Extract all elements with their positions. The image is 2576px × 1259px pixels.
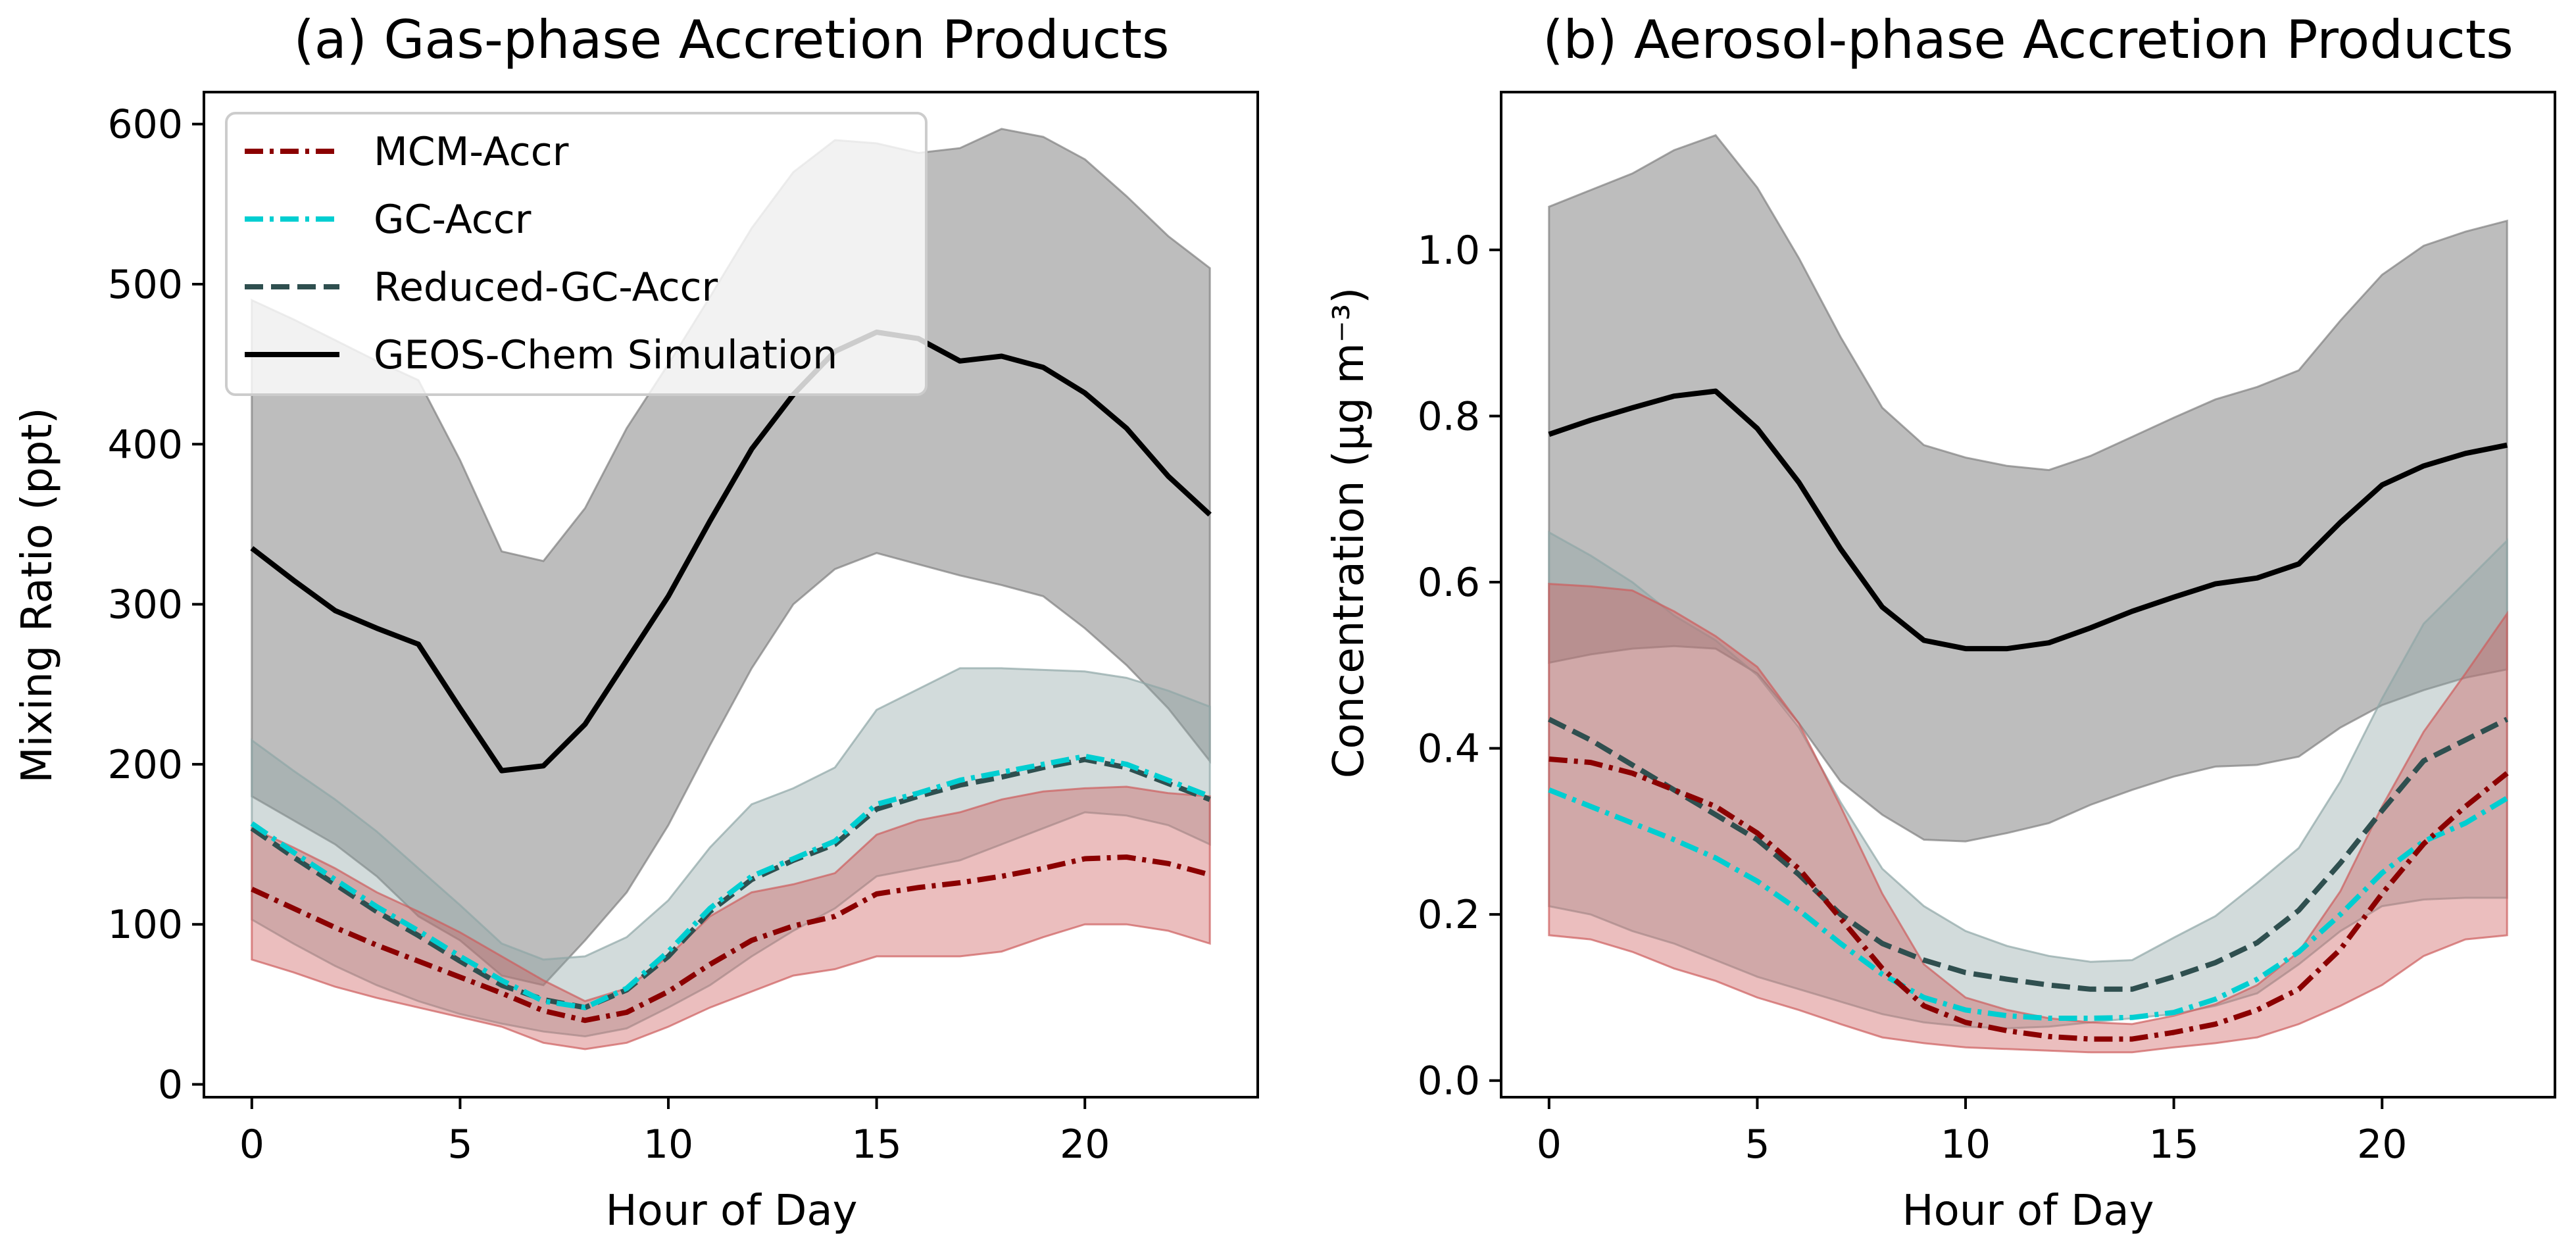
panel-a-y-ticks: 0 100 200 300 400 500 600 [107,102,204,1108]
panel-a: (a) Gas-phase Accretion Products 0 5 10 15 2… [13,9,1259,1235]
panel-a-x-tick-label: 20 [1060,1122,1110,1168]
panel-b-y-tick-label: 0.4 [1418,726,1480,772]
panel-b-lines [1548,388,2509,1042]
panel-b-line-geos [1548,388,2508,652]
panel-a-y-tick-label: 200 [107,742,183,788]
panel-b-x-axis-label: Hour of Day [1902,1187,2154,1235]
legend-label-gc: GC-Accr [374,197,532,243]
panel-a-line-gc [250,753,1211,1010]
panel-a-y-axis-label: Mixing Ratio (ppt) [13,407,62,783]
panel-b-y-tick-label: 0.6 [1418,560,1480,606]
panel-a-y-tick-label: 500 [107,262,183,308]
panel-b-title: (b) Aerosol-phase Accretion Products [1543,9,2514,70]
panel-b-x-tick-label: 5 [1745,1122,1770,1168]
legend-label-reduced: Reduced-GC-Accr [374,264,718,310]
panel-b-y-tick-label: 0.8 [1418,393,1480,439]
panel-b-line-gc [1548,787,2509,1021]
panel-a-x-tick-label: 15 [851,1122,901,1168]
panel-b-x-tick-label: 15 [2148,1122,2198,1168]
panel-a-line-geos [250,330,1212,774]
panel-b-y-tick-label: 1.0 [1418,228,1480,274]
panel-a-lines [250,330,1212,1024]
panel-b-x-tick-label: 0 [1537,1122,1562,1168]
panel-a-x-tick-label: 5 [447,1122,472,1168]
panel-b-frame [1500,91,2556,1099]
panel-b-x-tick-label: 20 [2357,1122,2407,1168]
panel-b-x-ticks: 0 5 10 15 20 [1537,1097,2407,1168]
legend-label-mcm: MCM-Accr [374,129,569,175]
legend: MCM-Accr GC-Accr Reduced-GC-Accr GEOS-Chem … [225,112,928,396]
legend-box [225,112,928,396]
panel-a-y-tick-label: 300 [107,582,183,628]
panel-b-y-ticks: 0.0 0.2 0.4 0.6 0.8 1.0 [1418,228,1501,1104]
panel-a-x-axis-label: Hour of Day [606,1187,858,1235]
panel-a-bands [251,128,1211,1050]
panel-a-x-ticks: 0 5 10 15 20 [239,1097,1110,1168]
panel-a-y-tick-label: 0 [158,1062,183,1108]
panel-a-x-tick-label: 10 [643,1122,693,1168]
panel-a-y-tick-label: 600 [107,102,183,148]
panel-b-band-mcm [1548,583,2508,1054]
panel-a-y-tick-label: 400 [107,422,183,468]
panel-a-y-tick-label: 100 [107,902,183,948]
panel-a-title: (a) Gas-phase Accretion Products [293,9,1169,70]
panel-b-y-tick-label: 0.0 [1418,1058,1480,1104]
panel-b-x-tick-label: 10 [1941,1122,1991,1168]
panel-a-band-mcm [251,785,1211,1050]
panel-b-y-tick-label: 0.2 [1418,892,1480,938]
panel-b-line-reduced [1548,716,2508,992]
panel-a-frame [203,91,1259,1099]
legend-label-geos: GEOS-Chem Simulation [374,332,837,378]
panel-a-x-tick-label: 0 [239,1122,264,1168]
panel-b-y-axis-label: Concentration (µg m⁻³) [1325,287,1374,779]
panel-b-line-mcm [1548,756,2509,1042]
panel-b: (b) Aerosol-phase Accretion Products 0 5 1… [1325,9,2556,1235]
panel-a-line-mcm [251,854,1211,1024]
